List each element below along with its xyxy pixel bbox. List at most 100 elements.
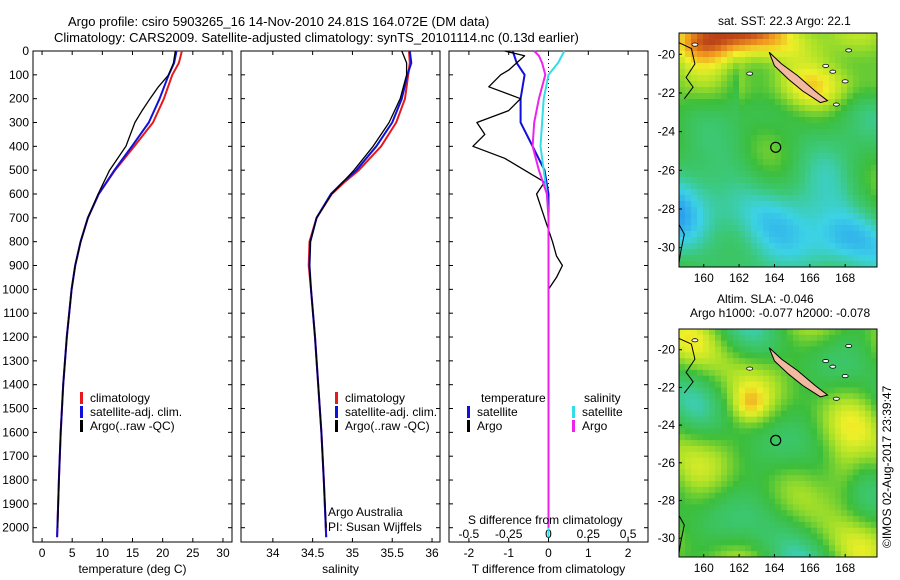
- map-cell: [769, 183, 776, 190]
- map-cell: [853, 340, 860, 348]
- y-tick-label: 1500: [2, 402, 29, 416]
- map-cell: [841, 428, 848, 435]
- map-cell: [799, 147, 806, 154]
- map-cell: [835, 225, 842, 232]
- map-cell: [865, 504, 872, 511]
- map-cell: [697, 111, 704, 118]
- map-cell: [715, 201, 722, 208]
- map-cell: [799, 207, 806, 214]
- map-cell: [811, 249, 818, 256]
- map-cell: [763, 81, 770, 88]
- map-cell: [829, 165, 836, 172]
- map-cell: [691, 123, 698, 130]
- map-cell: [751, 105, 758, 112]
- map-cell: [751, 399, 758, 406]
- map-cell: [727, 445, 734, 453]
- map-cell: [691, 498, 698, 505]
- map-cell: [697, 527, 704, 535]
- map-cell: [817, 141, 824, 148]
- map-cell: [823, 225, 830, 232]
- map-cell: [859, 231, 866, 238]
- map-cell: [835, 213, 842, 220]
- map-cell: [823, 387, 830, 394]
- map-cell: [805, 533, 812, 541]
- small-island: [691, 338, 699, 343]
- map-cell: [685, 369, 692, 377]
- map-cell: [685, 213, 692, 220]
- map-cell: [781, 189, 788, 196]
- x-tick-label: 1: [585, 546, 592, 560]
- map-cell: [763, 369, 770, 377]
- map-cell: [691, 213, 698, 220]
- map-cell: [859, 51, 866, 58]
- map-cell: [775, 475, 782, 482]
- map-cell: [679, 57, 686, 64]
- map-cell: [841, 87, 848, 94]
- map-cell: [703, 428, 710, 435]
- map-cell: [739, 237, 746, 244]
- map-cell: [847, 183, 854, 190]
- map-cell: [679, 99, 686, 106]
- map-cell: [781, 33, 788, 40]
- map-cell: [763, 481, 770, 488]
- map-cell: [805, 231, 812, 238]
- map-cell: [835, 539, 842, 546]
- map-cell: [763, 405, 770, 412]
- map-cell: [799, 434, 806, 441]
- map-cell: [829, 434, 836, 441]
- map-cell: [739, 486, 746, 494]
- map-cell: [739, 177, 746, 184]
- map-cell: [703, 387, 710, 394]
- map-cell: [781, 183, 788, 190]
- map-cell: [805, 463, 812, 470]
- map-cell: [865, 219, 872, 226]
- map-cell: [679, 201, 686, 208]
- map-cell: [727, 451, 734, 459]
- map-cell: [835, 410, 842, 418]
- map-cell: [829, 428, 836, 435]
- map-cell: [745, 451, 752, 459]
- map-cell: [835, 369, 842, 377]
- map-cell: [733, 141, 740, 148]
- small-island: [845, 343, 853, 348]
- map-cell: [781, 177, 788, 184]
- map-cell: [817, 463, 824, 470]
- map-cell: [865, 416, 872, 424]
- map-cell: [811, 475, 818, 482]
- map-cell: [841, 81, 848, 88]
- map-cell: [865, 469, 872, 476]
- map-cell: [787, 147, 794, 154]
- map-cell: [679, 195, 686, 202]
- map-cell: [769, 75, 776, 82]
- map-cell: [835, 422, 842, 429]
- map-cell: [697, 93, 704, 100]
- map-cell: [703, 463, 710, 470]
- map-cell: [745, 440, 752, 447]
- map-cell: [823, 440, 830, 447]
- map-cell: [817, 171, 824, 178]
- map-cell: [793, 405, 800, 412]
- map-cell: [823, 369, 830, 377]
- map-cell: [703, 527, 710, 535]
- map-cell: [745, 352, 752, 359]
- map-cell: [745, 510, 752, 517]
- map-cell: [709, 434, 716, 441]
- map-cell: [865, 33, 872, 40]
- map-cell: [727, 99, 734, 106]
- map-cell: [745, 207, 752, 214]
- map-cell: [853, 469, 860, 476]
- map-cell: [775, 207, 782, 214]
- map-cell: [733, 369, 740, 377]
- map-cell: [733, 375, 740, 383]
- map-cell: [859, 207, 866, 214]
- map-cell: [811, 213, 818, 220]
- map-cell: [679, 159, 686, 166]
- map-cell: [829, 51, 836, 58]
- map-cell: [763, 57, 770, 64]
- map-cell: [763, 422, 770, 429]
- map-cell: [847, 57, 854, 64]
- map-cell: [733, 213, 740, 220]
- map-cell: [763, 87, 770, 94]
- map-cell: [805, 551, 812, 557]
- map-cell: [763, 486, 770, 494]
